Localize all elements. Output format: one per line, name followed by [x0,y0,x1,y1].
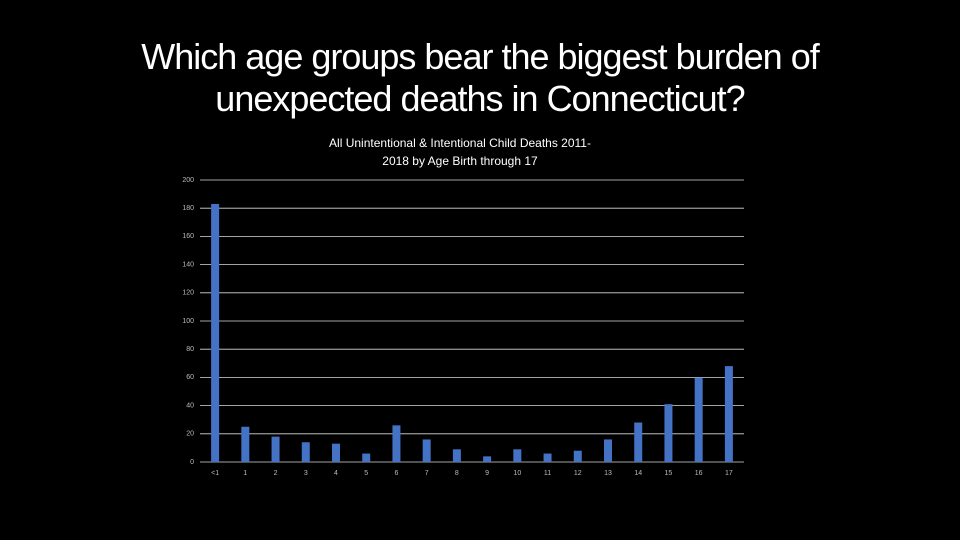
bar [694,377,703,462]
bar [452,449,461,462]
bar [604,439,612,462]
x-tick-label: 8 [455,470,459,477]
y-tick-label: 120 [182,290,194,297]
y-tick-label: 40 [186,402,194,409]
bar [392,425,401,462]
x-tick-label: 16 [695,470,703,477]
y-tick-label: 100 [182,318,194,325]
x-tick-label: 14 [634,470,642,477]
x-tick-label: 4 [334,470,338,477]
x-tick-label: 11 [544,470,551,477]
x-tick-label: 1 [243,470,247,477]
y-tick-label: 20 [186,431,194,438]
bar [513,449,522,462]
bar [241,426,250,462]
bar [422,439,431,462]
chart-title: All Unintentional & Intentional Child De… [329,136,591,168]
x-tick-label: 9 [485,470,489,477]
x-tick-label: 7 [425,470,429,477]
bar [332,443,340,462]
x-tick-label: 10 [513,470,521,477]
y-tick-label: 200 [182,177,194,184]
x-tick-label: 13 [604,470,612,477]
x-tick-label: 5 [364,470,368,477]
x-tick-label: 6 [394,470,398,477]
bar [271,436,280,462]
x-tick-label: 15 [665,470,673,477]
x-tick-label: 17 [725,470,733,477]
x-tick-label: <1 [211,470,219,477]
y-tick-label: 140 [182,261,194,268]
slide-title: Which age groups bear the biggest burden… [141,36,819,119]
bar [573,450,582,462]
x-tick-label: 2 [274,470,278,477]
bar [211,203,220,462]
y-tick-label: 60 [186,374,194,381]
bar [634,422,643,462]
y-tick-label: 160 [182,233,194,240]
bar [483,456,492,462]
x-tick-label: 12 [574,470,582,477]
bar [362,453,371,462]
y-tick-label: 180 [182,205,194,212]
bar [543,453,552,462]
y-tick-label: 0 [190,459,194,466]
bar [664,404,673,462]
y-tick-label: 80 [186,346,194,353]
x-tick-label: 3 [304,470,308,477]
bar [724,366,733,462]
bar [301,442,310,462]
